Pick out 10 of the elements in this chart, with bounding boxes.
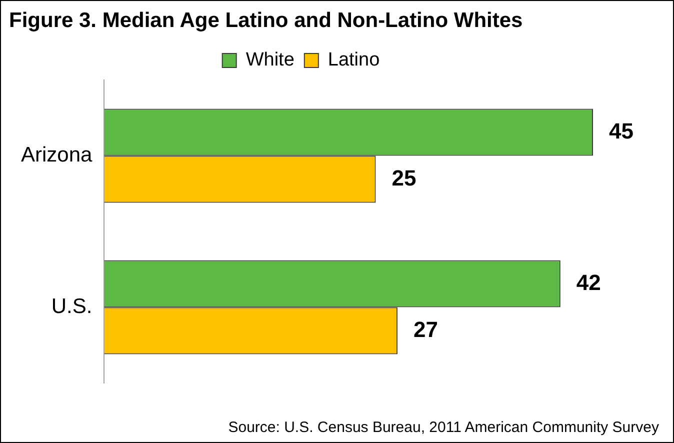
data-label: 25 (392, 165, 416, 190)
data-label: 45 (609, 118, 634, 144)
legend-label: Latino (328, 50, 380, 71)
y-tick-label: Arizona (21, 144, 93, 167)
data-label: 42 (576, 270, 601, 295)
data-label: 27 (413, 316, 438, 342)
chart-title: Figure 3. Median Age Latino and Non-Latino Whites (9, 9, 523, 33)
legend-label: White (246, 50, 294, 71)
source-note: Source: U.S. Census Bureau, 2011 American Community Survey (228, 419, 659, 436)
y-tick-label: U.S. (51, 295, 92, 318)
